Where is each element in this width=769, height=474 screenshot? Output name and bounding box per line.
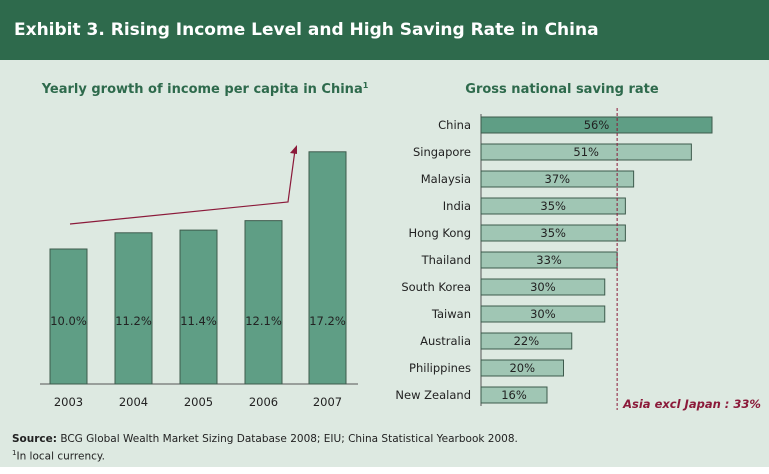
country-label: Australia (420, 334, 471, 348)
footnote-marker: 1 (12, 449, 17, 457)
trend-arrowhead-icon (290, 145, 297, 154)
income-bar (49, 248, 88, 385)
country-label: China (438, 118, 471, 132)
country-label: South Korea (401, 280, 471, 294)
saving-data-label: 37% (545, 172, 571, 186)
saving-bar (480, 386, 548, 404)
country-label: Philippines (409, 361, 471, 375)
saving-data-label: 30% (530, 280, 556, 294)
saving-data-label: 35% (540, 226, 566, 240)
saving-data-label: 33% (536, 253, 562, 267)
saving-bar (480, 224, 626, 242)
source-text: BCG Global Wealth Market Sizing Database… (56, 433, 518, 445)
country-label: New Zealand (395, 388, 471, 402)
saving-chart-title: Gross national saving rate (465, 82, 659, 97)
country-label: Hong Kong (408, 226, 471, 240)
country-label: Taiwan (431, 307, 471, 321)
saving-data-label: 51% (573, 145, 599, 159)
year-tick-label: 2006 (249, 395, 278, 409)
income-data-label: 17.2% (309, 314, 346, 328)
source-note: Source: BCG Global Wealth Market Sizing … (12, 432, 518, 464)
year-tick-label: 2004 (119, 395, 148, 409)
saving-bar (480, 359, 564, 377)
country-label: India (443, 199, 471, 213)
saving-bar (480, 332, 573, 350)
footnote-text: In local currency. (16, 450, 105, 463)
saving-data-label: 22% (514, 334, 540, 348)
income-bar (114, 232, 153, 385)
country-label: Thailand (421, 253, 471, 267)
exhibit-header: Exhibit 3. Rising Income Level and High … (0, 0, 769, 60)
trend-arrow (69, 149, 296, 225)
income-data-label: 12.1% (245, 314, 282, 328)
saving-data-label: 30% (530, 307, 556, 321)
year-tick-label: 2005 (184, 395, 213, 409)
income-data-label: 10.0% (50, 314, 87, 328)
saving-bar (480, 197, 626, 215)
source-label: Source: (12, 433, 57, 445)
saving-bar (480, 143, 692, 161)
reference-label: Asia excl Japan : 33% (622, 397, 761, 411)
saving-data-label: 20% (509, 361, 535, 375)
saving-bar (480, 170, 635, 188)
income-bar (308, 151, 347, 385)
saving-data-label: 16% (501, 388, 527, 402)
income-data-label: 11.2% (115, 314, 152, 328)
year-tick-label: 2007 (313, 395, 342, 409)
country-label: Singapore (413, 145, 471, 159)
saving-data-label: 35% (540, 199, 566, 213)
year-tick-label: 2003 (54, 395, 83, 409)
income-chart-title: Yearly growth of income per capita in Ch… (41, 81, 369, 97)
income-bar (244, 220, 283, 385)
income-bar (179, 229, 218, 385)
country-label: Malaysia (421, 172, 471, 186)
saving-bar (480, 278, 606, 296)
saving-bar (480, 305, 606, 323)
saving-data-label: 56% (584, 118, 610, 132)
exhibit-title: Exhibit 3. Rising Income Level and High … (14, 20, 599, 40)
saving-bar (480, 116, 713, 134)
income-data-label: 11.4% (180, 314, 217, 328)
